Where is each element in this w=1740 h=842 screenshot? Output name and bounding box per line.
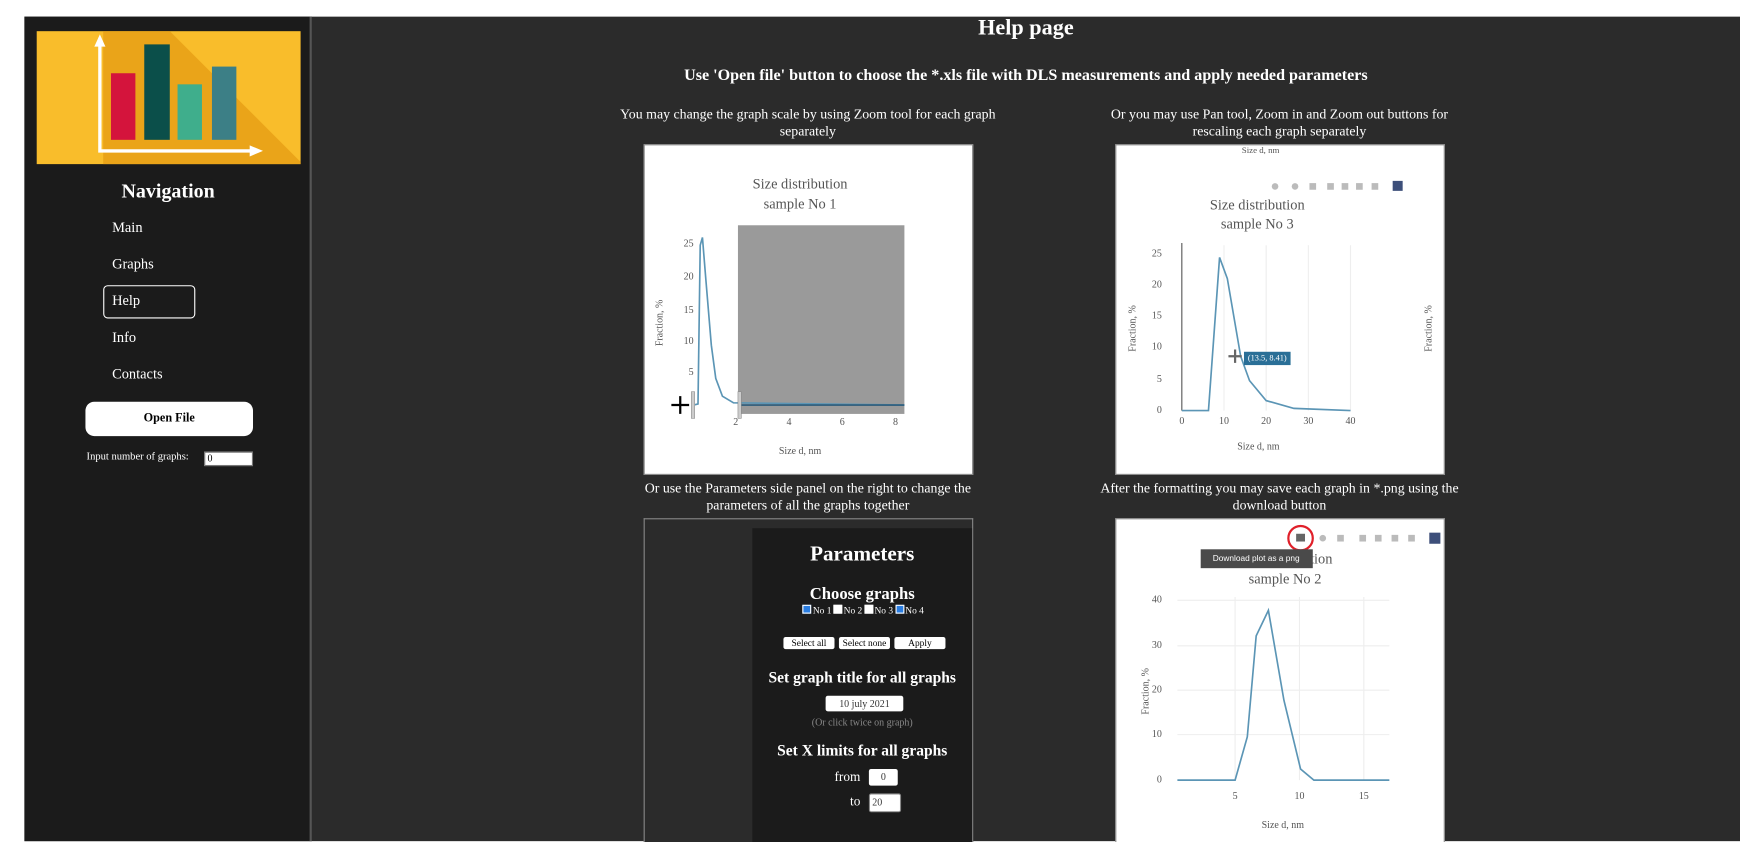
choose-title: Choose graphs <box>752 586 972 605</box>
x-tick-label: 6 <box>840 417 845 428</box>
checkbox-row: No 1 No 2 No 3 No 4 <box>752 605 972 616</box>
x-tick-label: 15 <box>1359 791 1369 802</box>
section-heading: Set X limits for all graphs <box>752 743 972 761</box>
checkbox[interactable] <box>864 605 873 614</box>
nav-title: Navigation <box>24 180 311 203</box>
y-tick-label: 20 <box>1152 279 1162 290</box>
from-input[interactable]: 0 <box>869 769 898 786</box>
checkbox-label: No 2 <box>844 605 863 616</box>
page: Navigation Open File Input number of gra… <box>0 0 1740 841</box>
x-axis-label: Size d, nm <box>1262 820 1305 831</box>
button[interactable]: Select all <box>783 637 834 649</box>
checkbox-label: No 1 <box>813 605 832 616</box>
x-tick-label: 30 <box>1303 416 1313 427</box>
title-input[interactable]: 10 july 2021 <box>826 696 904 712</box>
screen: Navigation Open File Input number of gra… <box>0 0 1740 841</box>
caption: You may change the graph scale by using … <box>614 107 1002 140</box>
y-tick-label: 5 <box>1157 374 1162 385</box>
plot-title: sample No 3 <box>1221 217 1294 233</box>
y-tick-label: 10 <box>1152 342 1162 353</box>
y-tick-label: 10 <box>684 336 694 347</box>
x-tick-label: 0 <box>1179 416 1184 427</box>
y-tick-label: 20 <box>684 272 694 283</box>
x-tick-label: 4 <box>787 417 792 428</box>
nav-item[interactable]: Info <box>112 328 136 346</box>
y-tick-label: 15 <box>684 305 694 316</box>
to-label: to <box>850 793 860 810</box>
logo <box>37 31 301 164</box>
y-tick-label: 15 <box>1152 311 1162 322</box>
y-tick-label: 10 <box>1152 729 1162 740</box>
hint: (Or click twice on graph) <box>752 717 972 728</box>
section-heading: Set graph title for all graphs <box>752 670 972 688</box>
y-axis-label: Fraction, % <box>1127 305 1138 352</box>
screenshot-zoom: Size distribution sample No 1 Fraction, % S… <box>644 144 974 475</box>
page-title: Help page <box>312 16 1740 42</box>
y2-axis-label: Fraction, % <box>1424 305 1435 352</box>
from-label: from <box>834 769 860 786</box>
hover-label: (13.5, 8.41) <box>1248 353 1287 362</box>
x-tick-label: 2 <box>733 417 738 428</box>
y-axis-label: Fraction, % <box>655 300 666 347</box>
graphs-input[interactable]: 0 <box>204 452 253 466</box>
x-tick-label: 10 <box>1219 416 1229 427</box>
x-axis-label: Size d, nm <box>779 446 822 457</box>
x-axis-label: Size d, nm <box>1237 442 1280 453</box>
open-file-button[interactable]: Open File <box>85 402 253 436</box>
y-tick-label: 25 <box>1152 248 1162 259</box>
checkbox[interactable] <box>834 605 843 614</box>
y-tick-label: 25 <box>684 238 694 249</box>
caption: After the formatting you may save each g… <box>1085 481 1473 514</box>
top-label: Size d, nm <box>1242 145 1280 155</box>
button[interactable]: Select none <box>839 637 890 649</box>
checkbox-label: No 3 <box>874 605 893 616</box>
x-tick-label: 20 <box>1261 416 1271 427</box>
nav-item[interactable]: Contacts <box>112 365 162 383</box>
y-tick-label: 30 <box>1152 640 1162 651</box>
y-tick-label: 0 <box>1157 774 1162 785</box>
y-axis-label: Fraction, % <box>1141 668 1152 715</box>
screenshot-pan: Size distribution sample No 3 Fraction, % F… <box>1115 144 1445 475</box>
y-tick-label: 0 <box>1157 405 1162 416</box>
x-tick-label: 40 <box>1346 416 1356 427</box>
nav-item[interactable]: Main <box>112 219 142 237</box>
plot-title: sample No 1 <box>764 197 837 213</box>
caption: Or you may use Pan tool, Zoom in and Zoo… <box>1085 107 1473 140</box>
plot-title: Size distribution <box>753 177 848 193</box>
caption: Or use the Parameters side panel on the … <box>614 481 1002 514</box>
checkbox[interactable] <box>803 605 812 614</box>
x-tick-label: 10 <box>1294 791 1304 802</box>
parameters-title: Parameters <box>752 543 972 567</box>
y-tick-label: 20 <box>1152 685 1162 696</box>
nav-item[interactable]: Graphs <box>112 255 154 273</box>
to-input[interactable]: 20 <box>869 793 901 812</box>
plot-title: Size distribution <box>1210 198 1305 214</box>
checkbox-label: No 4 <box>905 605 924 616</box>
tooltip: Download plot as a png <box>1213 553 1300 563</box>
x-tick-label: 8 <box>893 417 898 428</box>
plot-title: sample No 2 <box>1249 572 1322 588</box>
y-tick-label: 5 <box>689 367 694 378</box>
instruction: Use 'Open file' button to choose the *.x… <box>312 67 1740 86</box>
nav-item[interactable]: Help <box>112 292 140 310</box>
x-tick-label: 5 <box>1233 791 1238 802</box>
checkbox[interactable] <box>895 605 904 614</box>
y-tick-label: 40 <box>1152 595 1162 606</box>
button[interactable]: Apply <box>894 637 945 649</box>
graphs-input-label: Input number of graphs: <box>87 452 189 463</box>
